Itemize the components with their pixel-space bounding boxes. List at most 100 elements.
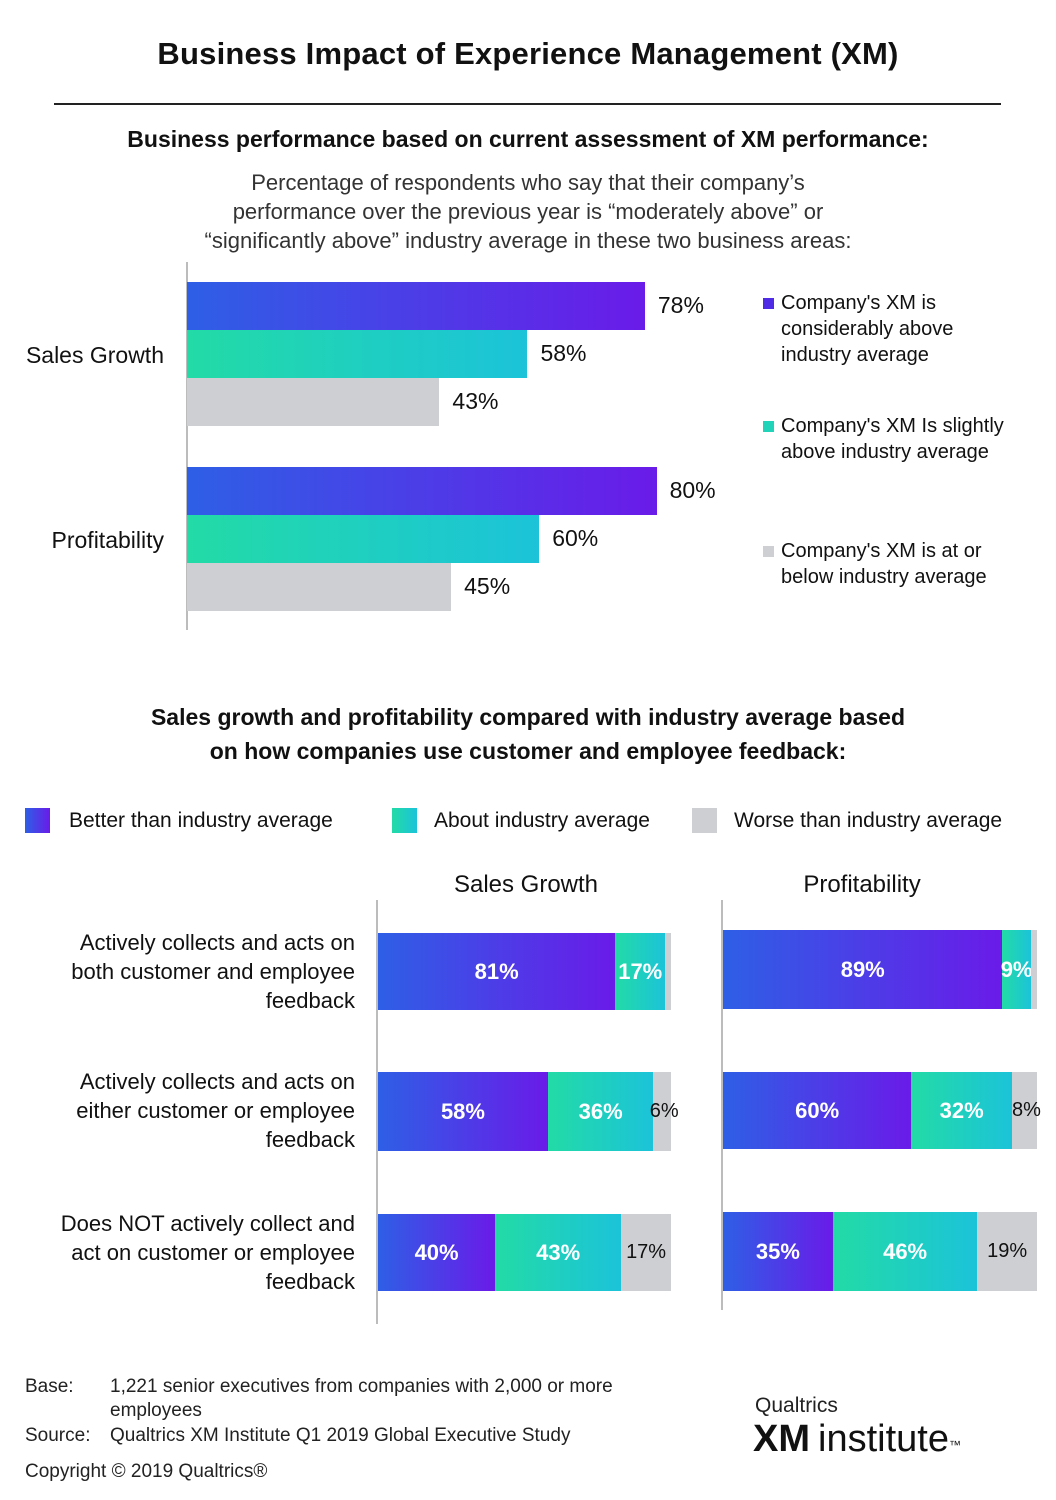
bar-segment: 35%	[723, 1212, 833, 1291]
section1-heading: Business performance based on current as…	[127, 126, 929, 152]
data-label: 81%	[474, 958, 519, 984]
legend-text-line: below industry average	[781, 566, 987, 588]
data-label: 17%	[618, 958, 663, 984]
data-label: 78%	[657, 292, 704, 318]
data-label: 43%	[452, 388, 499, 414]
bar-segment: 89%	[723, 930, 1003, 1009]
row-label-line: Actively collects and acts on	[79, 930, 355, 955]
row-label-line: act on customer or employee	[71, 1240, 355, 1265]
legend-swatch-purple	[763, 298, 774, 309]
chart1-legend-item-0: Company's XM is considerably above indus…	[763, 290, 953, 368]
section2-heading: Sales growth and profitability compared …	[0, 700, 1056, 768]
logo-institute: institute	[818, 1418, 949, 1460]
row-label-both: Actively collects and acts on both custo…	[20, 928, 355, 1015]
chart1-legend-item-2: Company's XM is at or below industry ave…	[763, 538, 987, 590]
data-label: 17%	[626, 1241, 667, 1263]
bar	[187, 467, 657, 515]
heading-line: on how companies use customer and employ…	[209, 738, 847, 764]
logo-xm: XM	[753, 1418, 810, 1460]
legend-text-line: Company's XM Is slightly	[781, 415, 1004, 437]
description-line: performance over the previous year is “m…	[232, 199, 824, 224]
chart2-axis	[376, 900, 378, 1324]
footer-source-label: Source:	[25, 1425, 91, 1446]
data-label: 43%	[536, 1239, 581, 1265]
data-label: 19%	[987, 1240, 1028, 1262]
legend-text-line: Company's XM is	[781, 292, 936, 314]
footer-copyright: Copyright © 2019 Qualtrics®	[25, 1461, 268, 1482]
bar	[187, 282, 645, 330]
bar-segment	[665, 933, 671, 1010]
footer-base-line: employees	[110, 1400, 202, 1421]
legend-swatch-teal	[763, 421, 774, 432]
bar-segment: 8%	[1011, 1072, 1041, 1149]
chart3-axis	[721, 900, 723, 1310]
chart2-title: Sales Growth	[453, 871, 599, 898]
data-label: 35%	[755, 1238, 800, 1264]
footer-base-label: Base:	[25, 1376, 74, 1397]
row-label-either: Actively collects and acts on either cus…	[20, 1067, 355, 1154]
row-label-line: feedback	[265, 988, 355, 1013]
row-label-line: Actively collects and acts on	[79, 1069, 355, 1094]
bar-segment: 6%	[650, 1072, 679, 1151]
bar-segment: 58%	[378, 1072, 548, 1151]
bar-segment: 60%	[723, 1072, 912, 1149]
legend-swatch-better	[25, 808, 50, 833]
category-label: Sales Growth	[25, 342, 164, 368]
page-title: Business Impact of Experience Management…	[157, 36, 899, 71]
bar-segment: 40%	[378, 1214, 496, 1291]
chart1-axis	[186, 262, 188, 630]
row-label-line: both customer and employee	[71, 959, 355, 984]
data-label: 45%	[464, 573, 511, 599]
footer-source-text: Qualtrics XM Institute Q1 2019 Global Ex…	[110, 1425, 571, 1446]
bar	[187, 563, 452, 611]
logo-tm: ™	[948, 1438, 961, 1452]
bar	[187, 515, 540, 563]
bar-segment: 19%	[977, 1212, 1037, 1291]
data-label: 60%	[795, 1097, 840, 1123]
legend-text-line: industry average	[781, 344, 929, 366]
bar-segment: 43%	[495, 1214, 622, 1291]
legend-label: Better than industry average	[69, 809, 333, 832]
row-label-not: Does NOT actively collect and act on cus…	[20, 1209, 355, 1296]
description-line: Percentage of respondents who say that t…	[251, 170, 805, 195]
row-label-line: feedback	[265, 1269, 355, 1294]
data-label: 8%	[1011, 1099, 1041, 1121]
legend-label: About industry average	[434, 809, 650, 832]
heading-line: Sales growth and profitability compared …	[150, 704, 906, 730]
data-label: 40%	[414, 1239, 459, 1265]
bar-segment: 32%	[911, 1072, 1012, 1149]
logo-qualtrics: Qualtrics	[755, 1394, 838, 1417]
bar-segment	[1030, 930, 1037, 1009]
row-label-line: either customer or employee	[76, 1098, 355, 1123]
bar-segment: 9%	[1000, 930, 1033, 1009]
section1-description: Percentage of respondents who say that t…	[0, 168, 1056, 255]
chart3-title: Profitability	[803, 871, 921, 898]
data-label: 46%	[883, 1238, 928, 1264]
legend-text-line: above industry average	[781, 441, 989, 463]
bar-segment: 81%	[378, 933, 616, 1010]
description-line: “significantly above” industry average i…	[204, 228, 852, 253]
logo-xm-institute: XM institute™	[753, 1417, 961, 1469]
data-label: 36%	[578, 1098, 623, 1124]
bar	[187, 330, 528, 378]
data-label: 58%	[540, 340, 587, 366]
legend-label: Worse than industry average	[734, 809, 1003, 832]
data-label: 80%	[669, 477, 716, 503]
row-label-line: Does NOT actively collect and	[60, 1211, 355, 1236]
data-label: 58%	[440, 1098, 485, 1124]
data-label: 9%	[1000, 956, 1033, 982]
row-label-line: feedback	[265, 1127, 355, 1152]
chart1-legend-item-1: Company's XM Is slightly above industry …	[763, 413, 1004, 465]
bar-segment: 17%	[621, 1214, 671, 1291]
bar	[187, 378, 440, 426]
title-divider	[54, 103, 1001, 105]
data-label: 60%	[552, 525, 599, 551]
legend-swatch-worse	[692, 808, 717, 833]
bar-segment: 36%	[547, 1072, 654, 1151]
category-label: Profitability	[51, 527, 164, 553]
legend-text-line: considerably above	[781, 318, 954, 340]
data-label: 32%	[939, 1097, 984, 1123]
data-label: 6%	[649, 1100, 679, 1122]
footer-base-line: 1,221 senior executives from companies w…	[110, 1376, 613, 1397]
data-label: 89%	[840, 956, 885, 982]
